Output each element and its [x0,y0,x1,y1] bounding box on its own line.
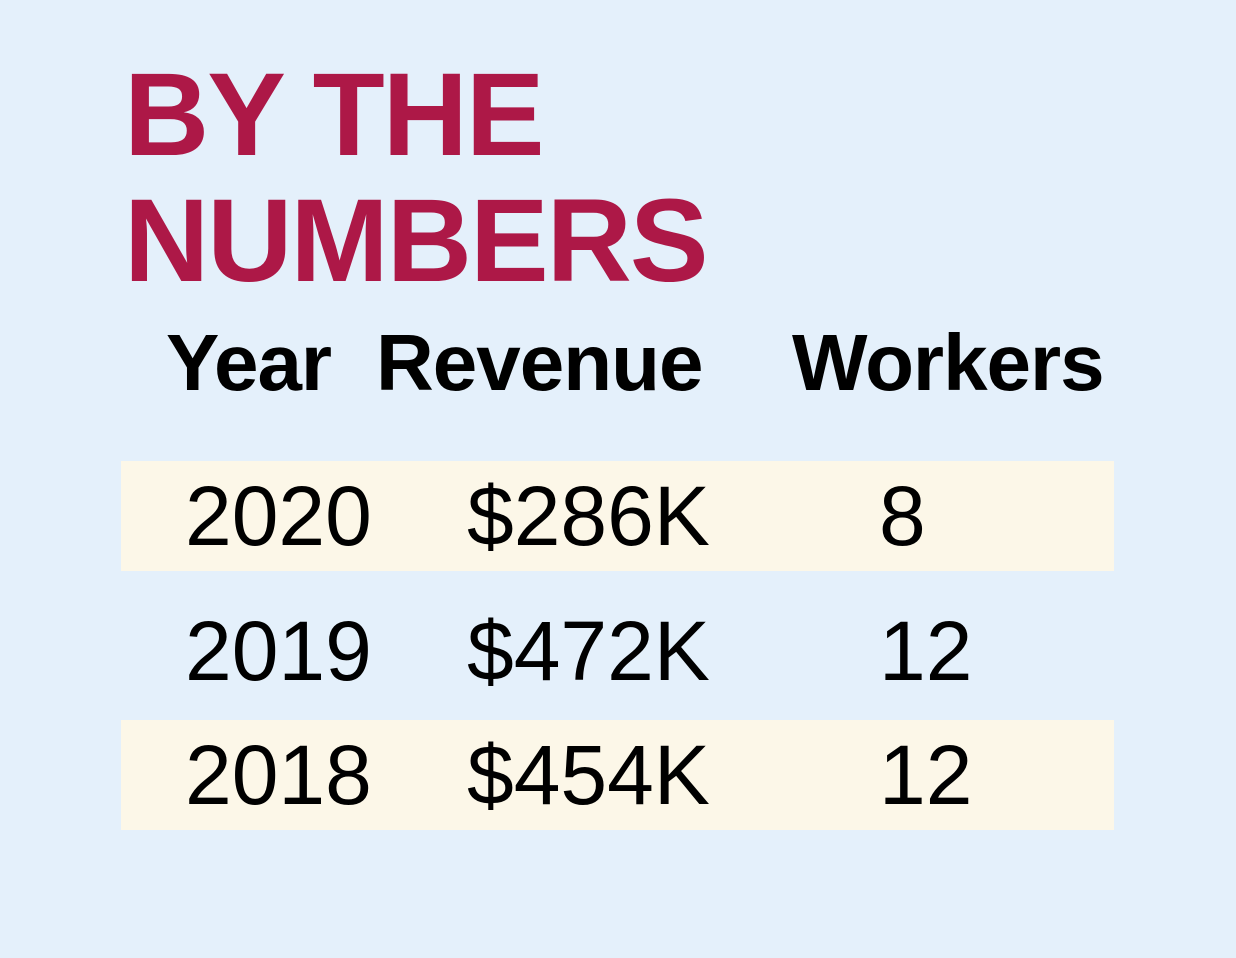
table-row: 2020 $286K 8 [121,461,1114,571]
year-cell: 2018 [185,728,372,822]
year-cell: 2020 [185,469,372,563]
year-cell: 2019 [185,604,372,698]
column-header-workers: Workers [792,318,1105,407]
chart-title: BY THE NUMBERS [124,49,709,307]
table-row: 2018 $454K 12 [121,720,1114,830]
chart-title-line-1: BY THE [124,49,545,181]
chart-title-line-2: NUMBERS [124,175,709,307]
workers-cell: 8 [879,469,926,563]
column-header-year: Year [166,318,332,407]
workers-cell: 12 [879,604,973,698]
table-row: 2019 $472K 12 [121,596,1114,706]
column-header-revenue: Revenue [376,318,703,407]
revenue-cell: $472K [467,604,710,698]
workers-cell: 12 [879,728,973,822]
revenue-cell: $286K [467,469,710,563]
revenue-cell: $454K [467,728,710,822]
